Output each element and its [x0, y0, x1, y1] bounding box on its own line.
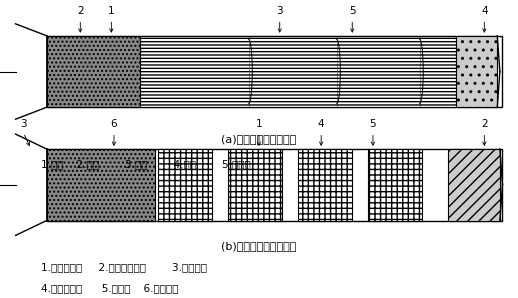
Text: 1.小直径药卷     2.标准直径药卷        3.雷管脚线: 1.小直径药卷 2.标准直径药卷 3.雷管脚线: [41, 262, 207, 272]
Bar: [368, 149, 422, 221]
Text: 1.炮泥    2.脚线        3.药卷        4.雷管        5.聚能穴: 1.炮泥 2.脚线 3.药卷 4.雷管 5.聚能穴: [41, 159, 251, 170]
Bar: [158, 149, 212, 221]
Text: 1: 1: [108, 6, 114, 16]
Text: 2: 2: [481, 119, 487, 129]
Text: 5: 5: [370, 119, 376, 129]
Bar: [448, 149, 500, 221]
Text: 4.环向空气间      5.空气柱    6.堵孔炮泥: 4.环向空气间 5.空气柱 6.堵孔炮泥: [41, 283, 179, 293]
Bar: [47, 149, 502, 221]
Text: (b)周边孔装药结构形式: (b)周边孔装药结构形式: [221, 241, 297, 252]
Bar: [228, 149, 282, 221]
Text: 3: 3: [20, 119, 26, 129]
Bar: [140, 36, 456, 107]
Bar: [47, 36, 502, 107]
Text: 5: 5: [349, 6, 355, 16]
Text: 2: 2: [77, 6, 83, 16]
Text: 4: 4: [481, 6, 487, 16]
Bar: [47, 36, 140, 107]
Text: 6: 6: [111, 119, 117, 129]
Text: 4: 4: [318, 119, 324, 129]
Text: 1: 1: [256, 119, 262, 129]
Bar: [456, 36, 497, 107]
Bar: [298, 149, 352, 221]
Text: 3: 3: [277, 6, 283, 16]
Bar: [47, 149, 155, 221]
Text: (a)普通段装药结构形式: (a)普通段装药结构形式: [221, 134, 297, 144]
